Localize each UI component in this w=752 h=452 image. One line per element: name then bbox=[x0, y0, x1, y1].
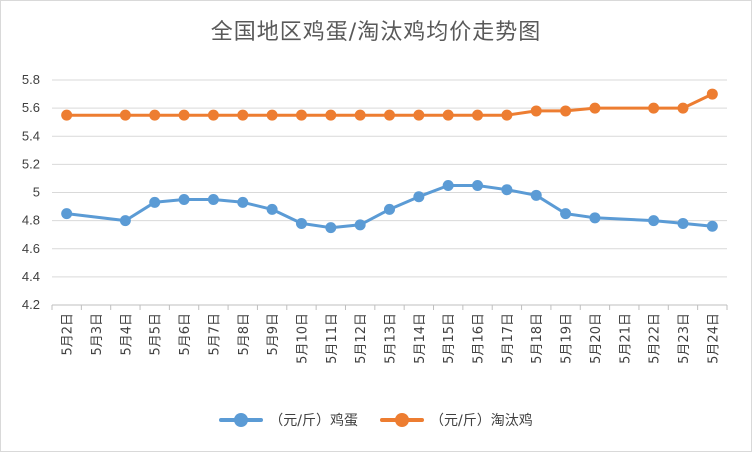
legend-label-egg: （元/斤）鸡蛋 bbox=[269, 413, 358, 429]
data-point-0[interactable] bbox=[237, 196, 249, 208]
legend-swatch-culled-hen bbox=[380, 413, 424, 427]
y-tick-label: 5 bbox=[33, 185, 40, 200]
data-point-0[interactable] bbox=[325, 222, 337, 234]
data-point-0[interactable] bbox=[295, 217, 307, 229]
y-tick-label: 4.8 bbox=[22, 213, 40, 228]
y-axis: 4.2 4.4 4.6 4.8 5 5.2 5.4 5.6 5.8 bbox=[22, 72, 40, 312]
grid-lines bbox=[52, 79, 727, 306]
data-point-0[interactable] bbox=[472, 179, 484, 191]
y-tick-label: 5.2 bbox=[22, 156, 40, 171]
data-point-1[interactable] bbox=[501, 109, 513, 121]
data-point-0[interactable] bbox=[560, 208, 572, 220]
data-point-1[interactable] bbox=[295, 109, 307, 121]
data-point-1[interactable] bbox=[178, 109, 190, 121]
data-point-1[interactable] bbox=[442, 109, 454, 121]
data-point-1[interactable] bbox=[413, 109, 425, 121]
data-point-0[interactable] bbox=[384, 203, 395, 215]
x-tick-label: 5月7日 bbox=[207, 313, 222, 356]
data-point-1[interactable] bbox=[61, 109, 73, 121]
data-point-1[interactable] bbox=[706, 88, 718, 100]
data-point-1[interactable] bbox=[384, 109, 395, 121]
data-point-0[interactable] bbox=[706, 220, 718, 232]
x-tick-label: 5月19日 bbox=[560, 313, 575, 364]
x-tick-label: 5月17日 bbox=[501, 313, 516, 364]
x-tick-label: 5月24日 bbox=[706, 313, 721, 364]
data-point-1[interactable] bbox=[648, 102, 660, 114]
data-point-1[interactable] bbox=[354, 109, 366, 121]
legend-swatch-egg bbox=[219, 413, 264, 427]
data-point-1[interactable] bbox=[589, 102, 601, 114]
x-tick-label: 5月23日 bbox=[677, 313, 692, 364]
x-tick-label: 5月22日 bbox=[648, 313, 663, 364]
x-tick-label: 5月9日 bbox=[266, 313, 281, 356]
x-tick-label: 5月14日 bbox=[413, 313, 428, 364]
data-point-0[interactable] bbox=[266, 203, 278, 215]
x-axis: 5月2日 5月3日 5月4日 5月5日 5月6日 5月7日 5月8日 5月9日 5月10日 5月1… bbox=[51, 304, 728, 364]
data-point-0[interactable] bbox=[501, 184, 513, 196]
data-point-1[interactable] bbox=[266, 109, 278, 121]
data-point-0[interactable] bbox=[413, 191, 425, 203]
x-tick-label: 5月12日 bbox=[354, 313, 369, 364]
x-tick-label: 5月13日 bbox=[384, 313, 399, 364]
x-tick-label: 5月18日 bbox=[530, 313, 545, 364]
data-point-0[interactable] bbox=[354, 219, 366, 231]
data-point-0[interactable] bbox=[178, 194, 190, 206]
chart-title: 全国地区鸡蛋/淘汰鸡均价走势图 bbox=[210, 20, 542, 45]
data-point-1[interactable] bbox=[472, 109, 484, 121]
data-point-1[interactable] bbox=[207, 109, 219, 121]
y-tick-label: 5.8 bbox=[22, 72, 40, 87]
y-tick-label: 4.6 bbox=[22, 241, 40, 256]
x-tick-label: 5月4日 bbox=[119, 313, 134, 356]
data-point-0[interactable] bbox=[149, 196, 161, 208]
data-point-0[interactable] bbox=[589, 212, 601, 224]
x-tick-label: 5月8日 bbox=[237, 313, 252, 356]
data-point-1[interactable] bbox=[119, 109, 131, 121]
data-point-0[interactable] bbox=[207, 194, 219, 206]
legend-label-culled-hen: （元/斤）淘汰鸡 bbox=[430, 413, 533, 429]
data-point-0[interactable] bbox=[648, 215, 660, 227]
data-point-0[interactable] bbox=[677, 217, 689, 229]
y-tick-label: 4.4 bbox=[22, 269, 40, 284]
data-point-1[interactable] bbox=[325, 109, 337, 121]
data-point-1[interactable] bbox=[560, 105, 572, 117]
x-tick-label: 5月6日 bbox=[178, 313, 193, 356]
x-tick-label: 5月3日 bbox=[90, 313, 105, 356]
x-tick-label: 5月11日 bbox=[325, 313, 340, 364]
x-tick-label: 5月2日 bbox=[61, 313, 76, 356]
data-point-0[interactable] bbox=[119, 215, 131, 227]
data-point-0[interactable] bbox=[61, 208, 73, 220]
x-tick-label: 5月20日 bbox=[589, 313, 604, 364]
data-point-0[interactable] bbox=[442, 179, 454, 191]
x-tick-label: 5月10日 bbox=[295, 313, 310, 364]
data-point-1[interactable] bbox=[677, 102, 689, 114]
data-point-1[interactable] bbox=[237, 109, 249, 121]
x-tick-label: 5月5日 bbox=[149, 313, 164, 356]
legend-item-egg[interactable]: （元/斤）鸡蛋 bbox=[219, 410, 358, 430]
legend: （元/斤）鸡蛋 （元/斤）淘汰鸡 bbox=[0, 408, 752, 432]
data-point-1[interactable] bbox=[530, 105, 542, 117]
y-tick-label: 5.4 bbox=[22, 128, 40, 143]
series-layer bbox=[61, 88, 718, 234]
y-tick-label: 5.6 bbox=[22, 100, 40, 115]
data-point-0[interactable] bbox=[530, 189, 542, 201]
y-tick-label: 4.2 bbox=[22, 297, 40, 312]
legend-item-culled-hen[interactable]: （元/斤）淘汰鸡 bbox=[380, 410, 533, 430]
x-tick-label: 5月21日 bbox=[618, 313, 633, 364]
data-point-1[interactable] bbox=[149, 109, 161, 121]
x-tick-label: 5月16日 bbox=[472, 313, 487, 364]
x-tick-label: 5月15日 bbox=[442, 313, 457, 364]
